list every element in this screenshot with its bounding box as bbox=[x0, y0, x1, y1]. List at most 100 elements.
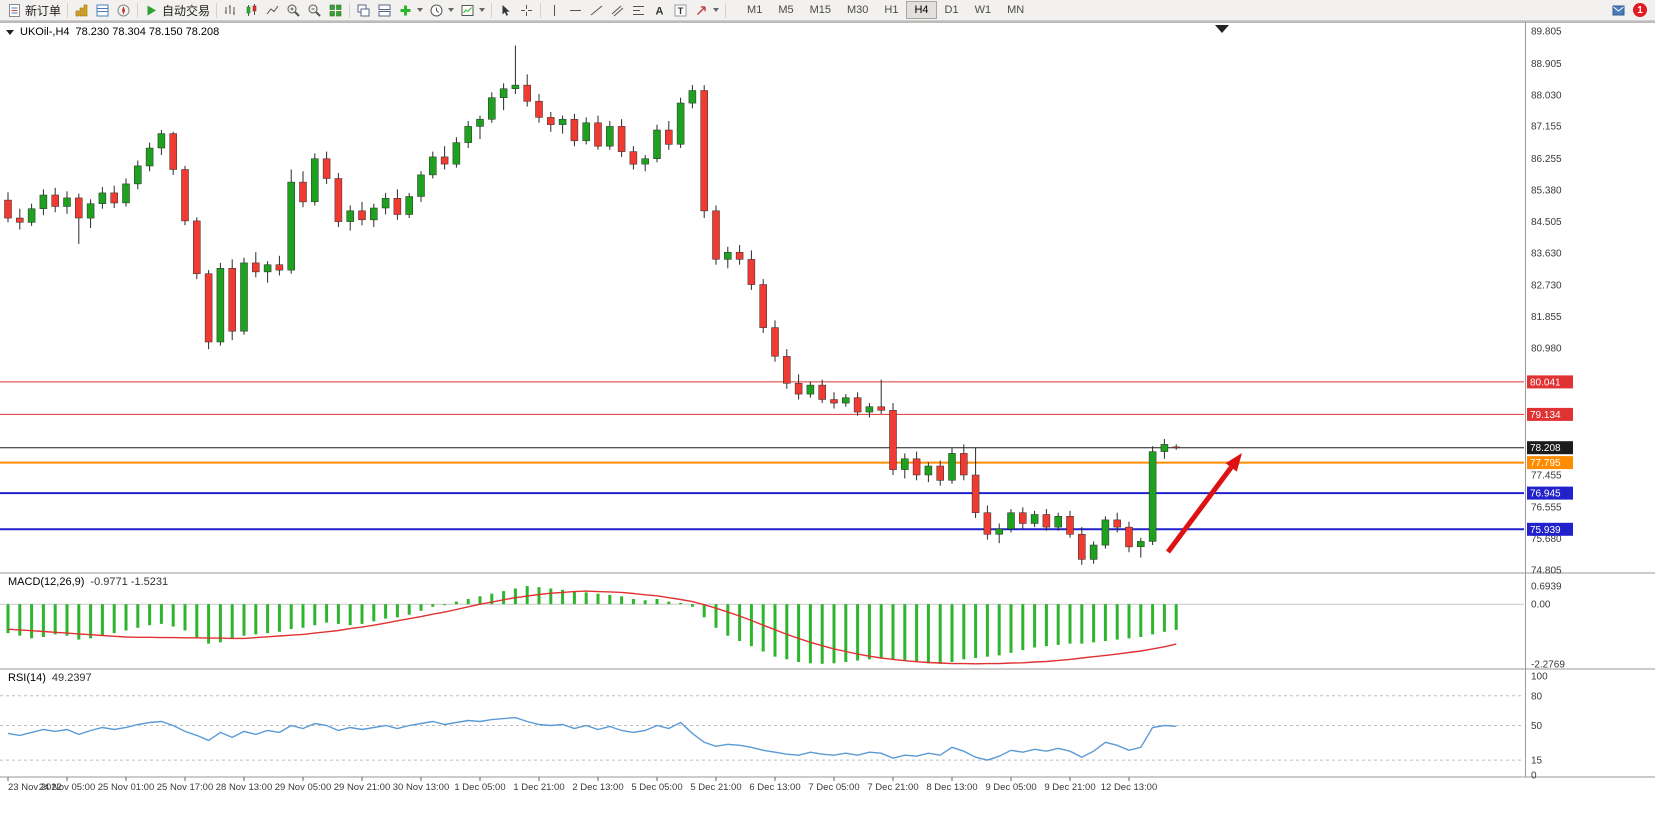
svg-text:2 Dec 13:00: 2 Dec 13:00 bbox=[572, 782, 623, 793]
svg-text:50: 50 bbox=[1531, 721, 1543, 732]
macd-bar bbox=[65, 604, 69, 636]
chart-shift-marker[interactable] bbox=[1215, 25, 1229, 33]
macd-bar bbox=[41, 604, 45, 637]
annotation-arrow[interactable] bbox=[1165, 453, 1242, 554]
line-chart-button[interactable] bbox=[262, 1, 283, 20]
cursor-button[interactable] bbox=[495, 1, 516, 20]
macd-bar bbox=[631, 599, 635, 605]
price-tag[interactable] bbox=[1527, 456, 1573, 470]
svg-text:1 Dec 21:00: 1 Dec 21:00 bbox=[513, 782, 564, 793]
candle-up bbox=[452, 142, 461, 165]
channel-button[interactable] bbox=[607, 1, 628, 20]
zoom-out-button[interactable] bbox=[304, 1, 325, 20]
macd-bar bbox=[608, 595, 612, 605]
market-watch-button[interactable] bbox=[71, 1, 92, 20]
price-tag[interactable] bbox=[1527, 375, 1573, 389]
arrows-tool-button[interactable] bbox=[691, 1, 722, 20]
trendline-button[interactable] bbox=[586, 1, 607, 20]
timeframe-m1[interactable]: M1 bbox=[747, 4, 763, 16]
new-order-label: 新订单 bbox=[25, 3, 62, 18]
add-indicator-button[interactable] bbox=[395, 1, 426, 20]
timeframe-mn[interactable]: MN bbox=[1007, 4, 1025, 16]
arrows-tool-icon bbox=[697, 5, 706, 15]
notifications-button[interactable] bbox=[1608, 1, 1629, 20]
macd-bar bbox=[100, 604, 104, 636]
macd-bar bbox=[1021, 604, 1025, 651]
chart-menu-arrow-icon[interactable] bbox=[6, 29, 14, 35]
svg-text:80.041: 80.041 bbox=[1530, 377, 1561, 388]
macd-bar bbox=[513, 588, 517, 605]
templates-button[interactable] bbox=[457, 1, 488, 20]
candle-up bbox=[240, 262, 248, 332]
candle-down bbox=[794, 383, 803, 395]
new-order-button[interactable]: 新订单 bbox=[4, 1, 64, 20]
data-window-button[interactable] bbox=[92, 1, 113, 20]
candlestick-chart-button[interactable] bbox=[241, 1, 262, 20]
vertical-line-button[interactable] bbox=[544, 1, 565, 20]
price-tag[interactable] bbox=[1527, 522, 1573, 536]
price-tag[interactable] bbox=[1527, 441, 1573, 455]
timeframe-m15[interactable]: M15 bbox=[809, 4, 831, 16]
timeframe-m5[interactable]: M5 bbox=[778, 4, 794, 16]
autotrading-button[interactable]: 自动交易 bbox=[141, 1, 213, 20]
macd-name: MACD(12,26,9) bbox=[8, 576, 85, 588]
macd-bar bbox=[655, 599, 659, 605]
macd-bar bbox=[230, 604, 234, 639]
timeframe-h4[interactable]: H4 bbox=[906, 1, 937, 19]
fibonacci-button[interactable] bbox=[628, 1, 649, 20]
candle-up bbox=[405, 196, 413, 215]
zoom-in-button[interactable] bbox=[283, 1, 304, 20]
macd-bar bbox=[30, 604, 34, 639]
macd-bar bbox=[938, 604, 942, 664]
macd-bar bbox=[891, 604, 895, 660]
candle-down bbox=[228, 268, 236, 332]
price-tag[interactable] bbox=[1527, 486, 1573, 500]
candle-down bbox=[181, 169, 189, 222]
text-label-button[interactable]: T bbox=[670, 1, 691, 20]
vertical-line-icon bbox=[554, 4, 556, 16]
macd-bar bbox=[572, 591, 576, 605]
tile-windows-button[interactable] bbox=[325, 1, 346, 20]
text-tool-button[interactable]: A bbox=[649, 1, 670, 20]
candle-up bbox=[157, 133, 166, 149]
horizontal-line-button[interactable] bbox=[565, 1, 586, 20]
candle-up bbox=[86, 203, 95, 219]
price-tag[interactable] bbox=[1527, 407, 1573, 421]
macd-axis-labels: 0.6939 0.00 -2.2769 bbox=[1531, 582, 1565, 671]
macd-bar bbox=[89, 604, 93, 639]
timeframe-h1[interactable]: H1 bbox=[884, 4, 899, 16]
timeframe-m30[interactable]: M30 bbox=[847, 4, 869, 16]
candle-down bbox=[547, 117, 555, 125]
price-tags: 80.041 79.134 78.208 77.795 76.945 75.939 bbox=[1527, 375, 1573, 536]
svg-text:88.905: 88.905 bbox=[1531, 59, 1562, 70]
candle-up bbox=[1030, 514, 1039, 524]
periods-button[interactable] bbox=[426, 1, 457, 20]
candle-down bbox=[1078, 533, 1086, 560]
macd-bar bbox=[879, 604, 883, 658]
timeframe-w1[interactable]: W1 bbox=[974, 4, 992, 16]
navigator-button[interactable] bbox=[113, 1, 134, 20]
cascade-windows-button[interactable] bbox=[353, 1, 374, 20]
bar-chart-button[interactable] bbox=[220, 1, 241, 20]
notification-badge[interactable]: 1 bbox=[1633, 3, 1647, 17]
candle-down bbox=[299, 181, 307, 203]
macd-bar bbox=[478, 596, 482, 605]
line-chart-icon bbox=[266, 5, 279, 14]
clock-icon bbox=[430, 4, 443, 16]
svg-text:89.805: 89.805 bbox=[1531, 27, 1562, 38]
macd-bar bbox=[1068, 604, 1072, 644]
candle-up bbox=[558, 118, 567, 125]
macd-bar bbox=[997, 604, 1001, 656]
timeframe-d1[interactable]: D1 bbox=[944, 4, 959, 16]
macd-bar bbox=[714, 604, 718, 628]
candle-up bbox=[417, 174, 425, 197]
macd-bar bbox=[915, 604, 919, 662]
candle-down bbox=[252, 262, 260, 273]
tile-horizontal-button[interactable] bbox=[374, 1, 395, 20]
text-tool-icon: A bbox=[656, 5, 664, 17]
crosshair-button[interactable] bbox=[516, 1, 537, 20]
macd-bar bbox=[336, 604, 340, 624]
toolbar-separator bbox=[137, 2, 139, 18]
